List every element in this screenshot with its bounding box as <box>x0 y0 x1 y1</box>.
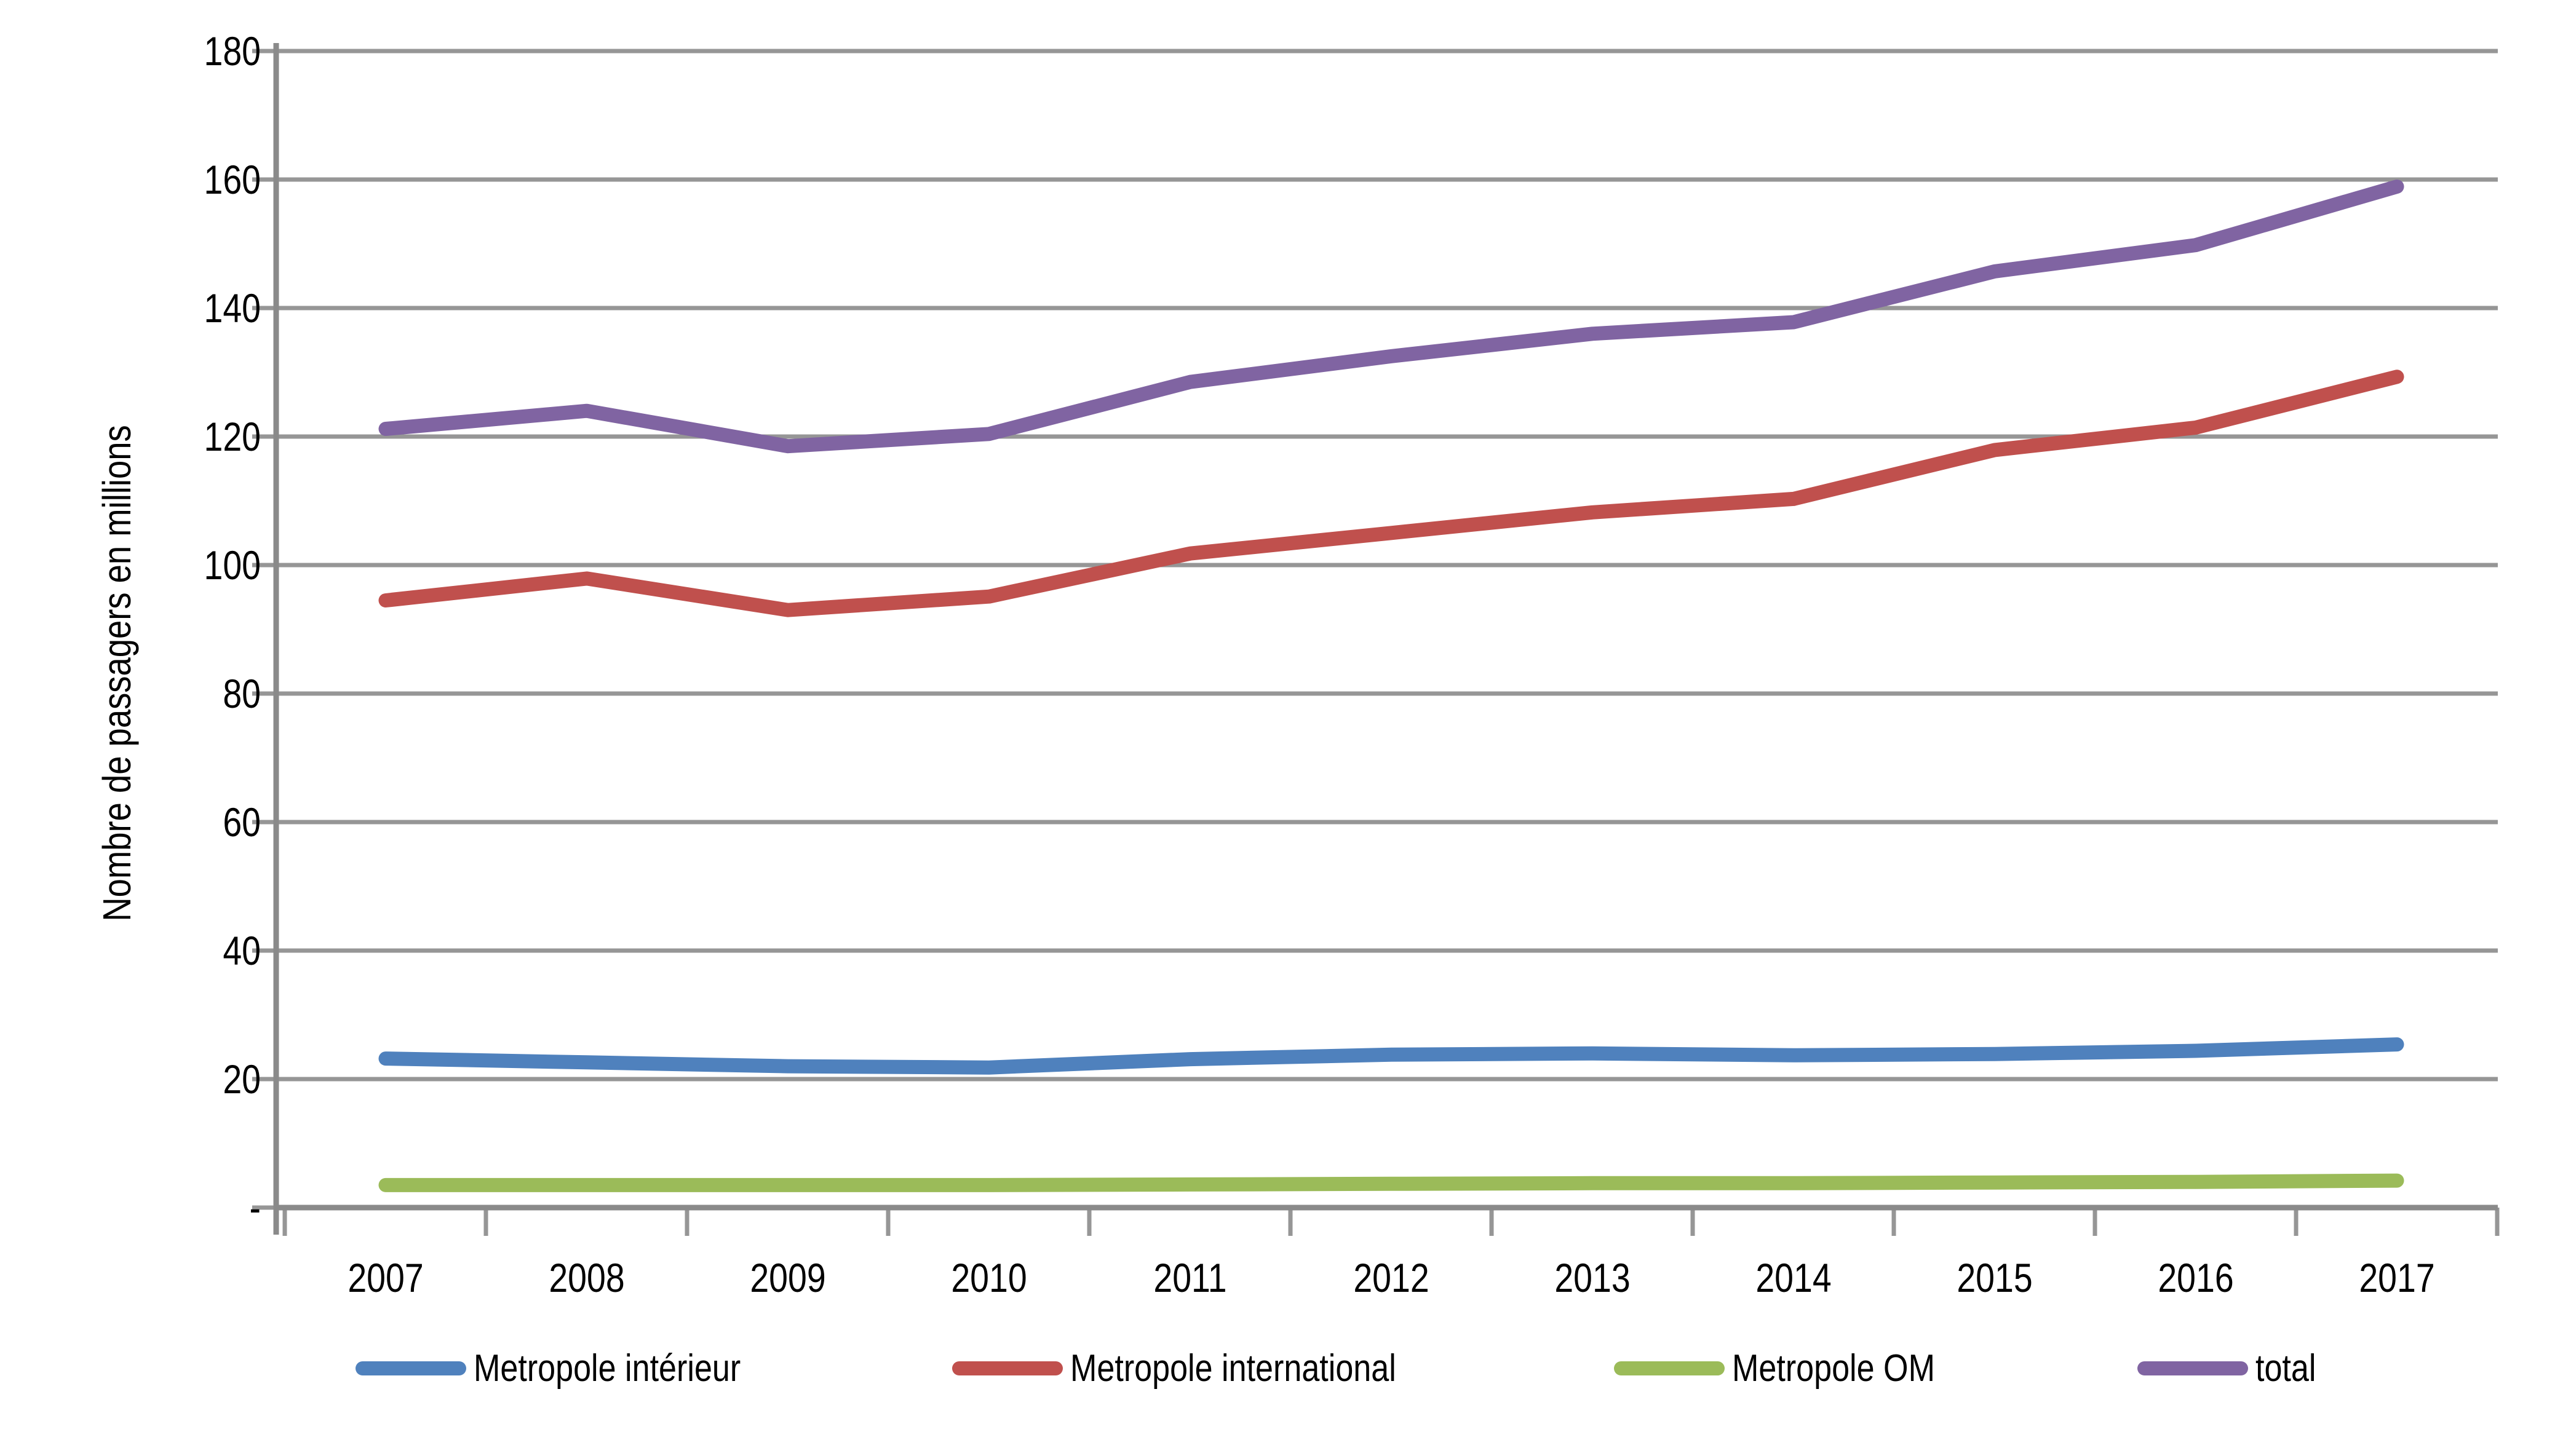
y-tick-label-120: 120 <box>204 414 261 459</box>
x-tick-label-2015: 2015 <box>1957 1255 2033 1300</box>
x-tick-label-2007: 2007 <box>348 1255 424 1300</box>
x-tick-label-2017: 2017 <box>2359 1255 2435 1300</box>
legend-label-metropole-om: Metropole OM <box>1732 1347 1935 1390</box>
y-tick-label-80: 80 <box>223 671 261 716</box>
series-line-total <box>378 180 2404 454</box>
series-line-metropole-interieur <box>378 1037 2404 1075</box>
x-tick-label-2012: 2012 <box>1353 1255 1429 1300</box>
y-tick-label-40: 40 <box>223 928 261 973</box>
x-tick-label-2008: 2008 <box>549 1255 625 1300</box>
legend-swatch-metropole-om <box>1614 1361 1725 1375</box>
x-tick-label-2010: 2010 <box>951 1255 1027 1300</box>
y-tick-label-140: 140 <box>204 285 261 331</box>
y-tick-label-160: 160 <box>204 157 261 202</box>
legend-swatch-metropole-international <box>952 1361 1063 1375</box>
x-tick-label-2013: 2013 <box>1554 1255 1631 1300</box>
y-tick-label-0: - <box>249 1185 261 1230</box>
legend-label-total: total <box>2255 1347 2316 1390</box>
legend-swatch-total <box>2137 1361 2248 1375</box>
x-tick-label-2011: 2011 <box>1153 1255 1227 1300</box>
legend-label-metropole-interieur: Metropole intérieur <box>474 1347 741 1390</box>
x-tick-label-2009: 2009 <box>750 1255 826 1300</box>
x-tick-label-2014: 2014 <box>1755 1255 1832 1300</box>
legend-label-metropole-international: Metropole international <box>1070 1347 1396 1390</box>
x-tick-label-2016: 2016 <box>2158 1255 2234 1300</box>
y-axis-title: Nombre de passagers en millions <box>95 425 139 922</box>
y-tick-label-100: 100 <box>204 542 261 588</box>
legend-swatch-metropole-interieur <box>356 1361 466 1375</box>
y-tick-label-60: 60 <box>223 799 261 845</box>
y-tick-label-20: 20 <box>223 1056 261 1102</box>
series-line-metropole-om <box>378 1173 2404 1192</box>
y-tick-label-180: 180 <box>204 28 261 74</box>
series-line-metropole-international <box>378 370 2404 617</box>
